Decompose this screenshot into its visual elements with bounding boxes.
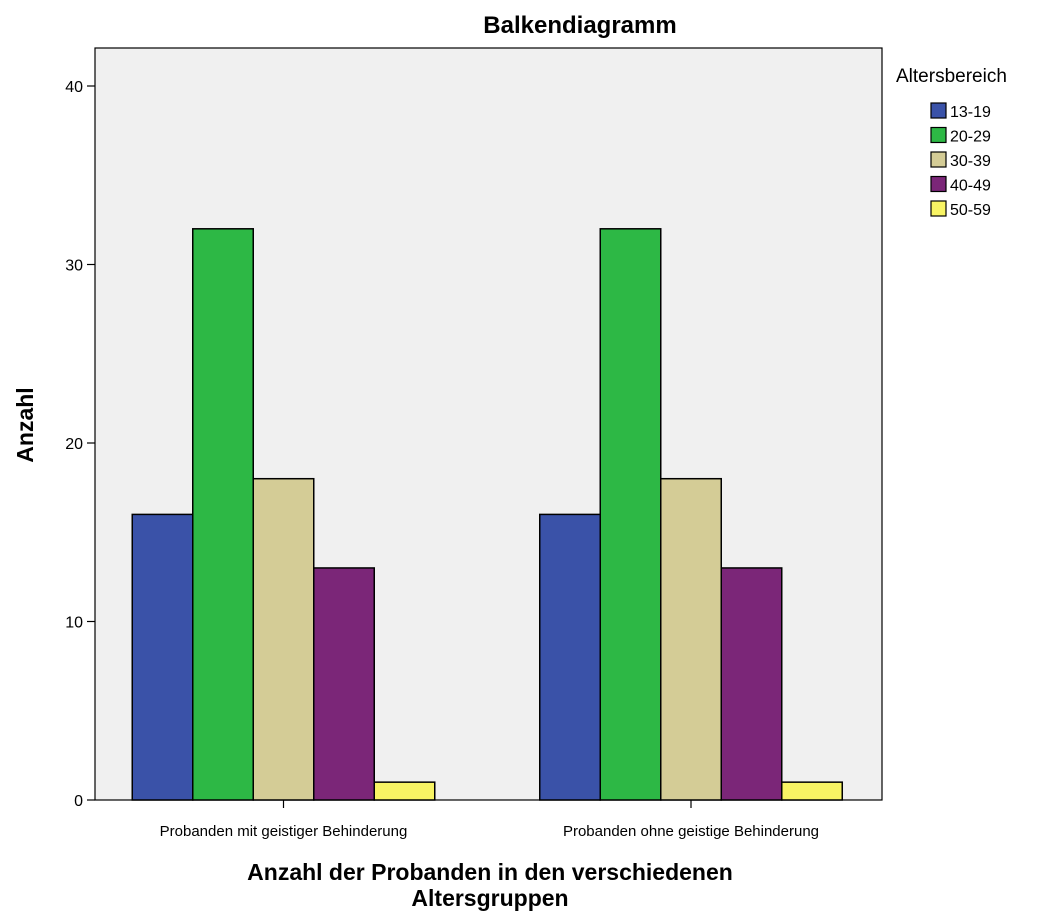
bar-40-49: [313, 567, 375, 801]
legend: Altersbereich 13-19 20-29 30-39 40-49 50-59: [896, 66, 1007, 219]
legend-swatch-20-29: [930, 126, 947, 144]
y-tick-label: 40: [65, 79, 83, 96]
bar-13-19: [539, 513, 601, 801]
bar-40-49: [720, 567, 783, 801]
bar-20-29: [599, 228, 662, 801]
x-axis: Probanden mit geistiger Behinderung Proba…: [160, 800, 819, 840]
legend-swatch-30-39: [930, 151, 947, 168]
bars-group: [131, 228, 843, 801]
legend-swatch-13-19: [930, 102, 947, 119]
bar-50-59: [781, 781, 843, 801]
bar-13-19: [131, 513, 194, 801]
legend-label: 30-39: [950, 153, 991, 170]
x-tick-label: Probanden ohne geistige Behinderung: [563, 823, 819, 840]
legend-swatch-40-49: [930, 175, 947, 193]
bar-20-29: [192, 228, 254, 801]
legend-swatch-50-59: [930, 200, 947, 217]
x-tick-label: Probanden mit geistiger Behinderung: [160, 823, 408, 840]
y-tick-label: 0: [74, 793, 83, 810]
legend-title: Altersbereich: [896, 66, 1007, 87]
y-tick-label: 10: [65, 615, 83, 632]
legend-label: 13-19: [950, 104, 991, 121]
legend-label: 20-29: [950, 129, 991, 146]
legend-items: 13-19 20-29 30-39 40-49 50-59: [930, 102, 991, 219]
bar-30-39: [252, 477, 315, 801]
legend-label: 50-59: [950, 202, 991, 219]
y-axis: 0 10 20 30 40: [65, 79, 95, 810]
x-axis-title-line-2: Altersgruppen: [411, 885, 568, 911]
y-tick-label: 20: [65, 436, 83, 453]
chart-title: Balkendiagramm: [483, 12, 676, 39]
bar-50-59: [373, 781, 436, 801]
x-axis-title-line-1: Anzahl der Probanden in den verschiedene…: [247, 859, 733, 885]
bar-30-39: [660, 477, 722, 801]
y-tick-label: 30: [65, 258, 83, 275]
legend-label: 40-49: [950, 178, 991, 195]
y-axis-title: Anzahl: [12, 387, 38, 462]
